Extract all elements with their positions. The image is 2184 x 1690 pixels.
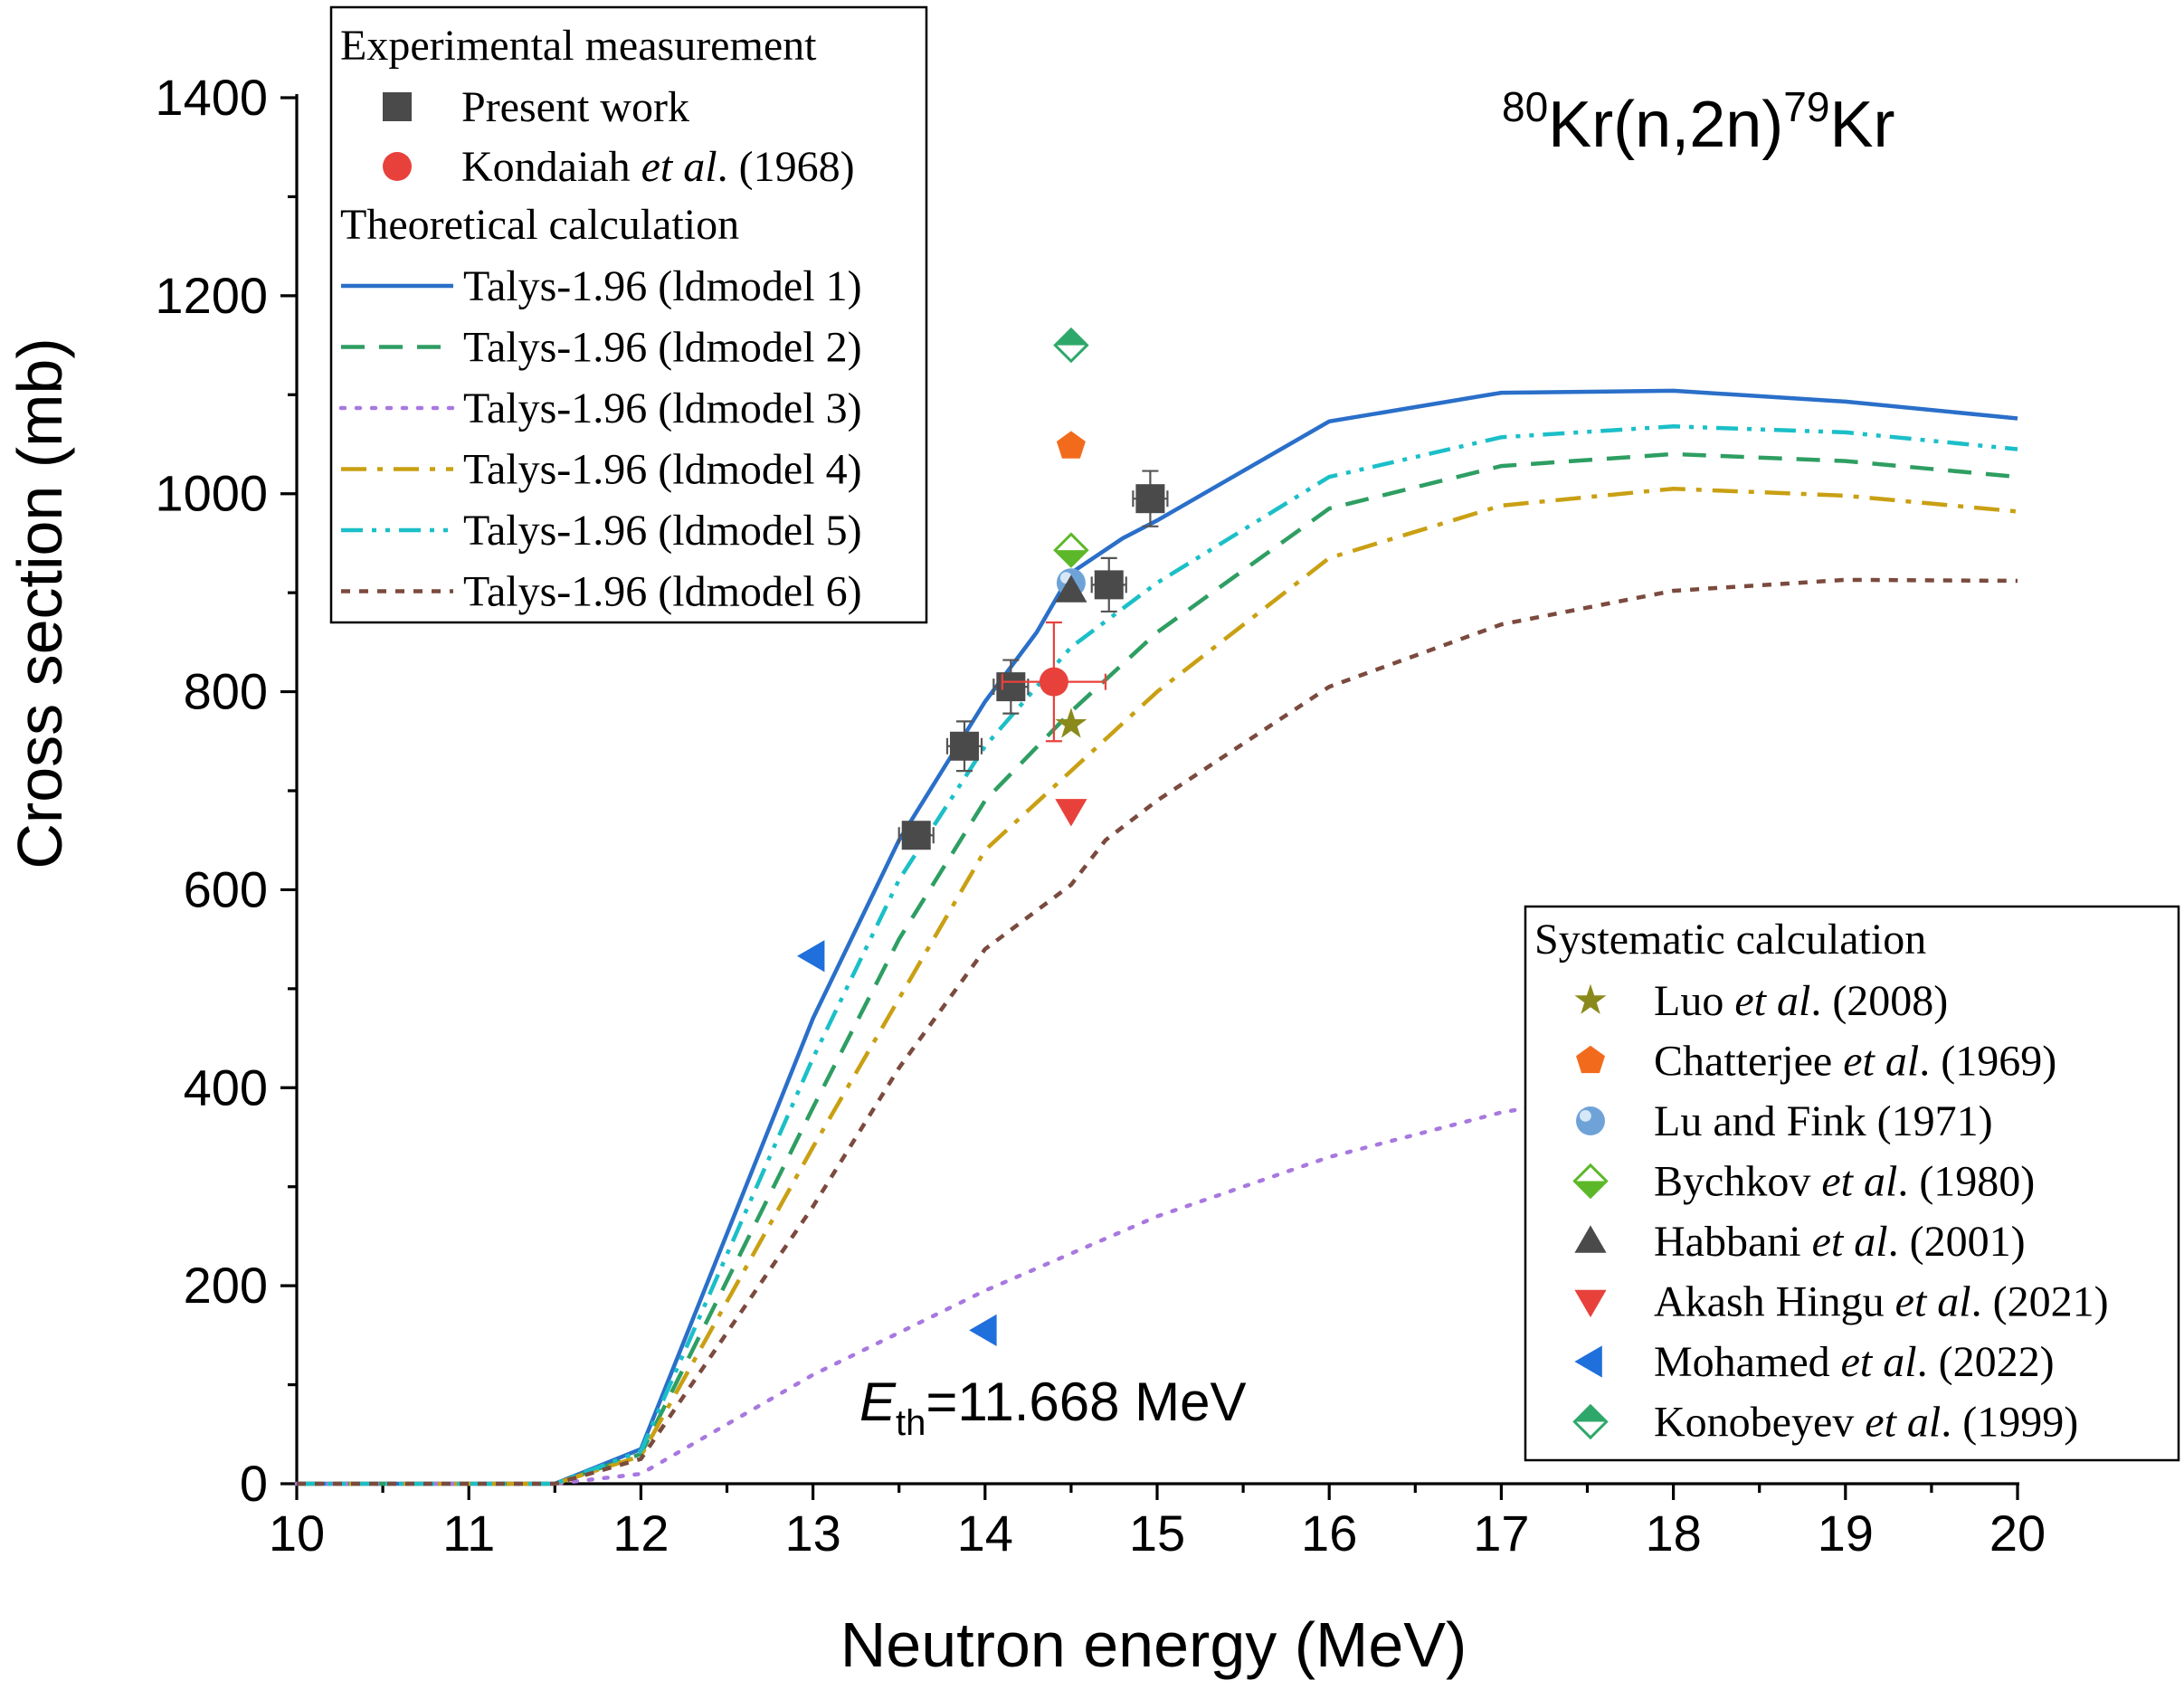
legend-swatch	[1574, 983, 1607, 1014]
axes: 10 11 12 13 14 15 16 17 18 19 20020040060080010001…	[155, 69, 2046, 1562]
x-tick-label: 17	[1473, 1505, 1529, 1562]
point-luo-et-al-2008	[1055, 707, 1087, 738]
legend-swatch	[383, 92, 412, 121]
title-mass-a2: 79	[1783, 83, 1829, 130]
x-tick-label: 18	[1645, 1505, 1701, 1562]
x-tick-label: 16	[1301, 1505, 1357, 1562]
point-present-work	[949, 731, 979, 761]
point-kondaiah-et-al-1968	[1039, 667, 1068, 697]
threshold-value: =11.668 MeV	[926, 1372, 1246, 1432]
legend-swatch	[1572, 1403, 1609, 1440]
series-line-talys-1-96-ldmodel-5	[297, 424, 2018, 1486]
point-present-work	[1094, 570, 1124, 600]
legend-label: Present work	[461, 83, 689, 131]
legend-label: Lu and Fink (1971)	[1654, 1097, 1993, 1145]
legend-label: Chatterjee et al. (1969)	[1654, 1038, 2056, 1086]
x-tick-label: 20	[1989, 1505, 2046, 1562]
y-tick-label: 1200	[155, 267, 268, 324]
point-present-work	[1135, 484, 1165, 514]
series-line-talys-1-96-ldmodel-4	[297, 486, 2018, 1486]
x-tick-label: 10	[269, 1505, 325, 1562]
threshold-symbol: E	[859, 1372, 897, 1432]
legend-label: Luo et al. (2008)	[1654, 977, 1948, 1025]
y-tick-label: 800	[184, 663, 268, 720]
legend-group-title: Theoretical calculation	[340, 201, 739, 249]
threshold-subscript: th	[896, 1403, 926, 1443]
legend-label: Konobeyev et al. (1999)	[1654, 1399, 2078, 1447]
point-habbani-et-al-2001	[1055, 574, 1087, 603]
x-tick-label: 12	[612, 1505, 669, 1562]
y-tick-label: 1000	[155, 465, 268, 522]
data-points	[797, 327, 1169, 1346]
legend-swatch	[1574, 1225, 1607, 1253]
legend-right-box	[1524, 905, 2180, 1462]
legend-label: Akash Hingu et al. (2021)	[1654, 1278, 2109, 1326]
x-axis-title: Neutron energy (MeV)	[840, 1609, 1467, 1680]
y-tick-label: 200	[184, 1257, 268, 1314]
series-line-talys-1-96-ldmodel-2	[297, 451, 2018, 1486]
legend-swatch	[383, 152, 412, 181]
legend-swatch	[1576, 1045, 1605, 1074]
chart-title: 80Kr(n,2n)79Kr	[1502, 83, 1894, 161]
point-konobeyev-et-al-1999	[1053, 327, 1089, 364]
legend-label: Talys-1.96 (ldmodel 1)	[463, 262, 862, 310]
x-tick-label: 15	[1129, 1505, 1185, 1562]
legend-label: Talys-1.96 (ldmodel 6)	[463, 568, 862, 616]
legend-swatch	[1572, 1163, 1609, 1200]
x-tick-label: 11	[442, 1505, 495, 1562]
point-mohamed-et-al-2022	[969, 1314, 997, 1346]
legend-label: Talys-1.96 (ldmodel 5)	[463, 507, 862, 555]
point-present-work	[901, 821, 931, 850]
series-line-talys-1-96-ldmodel-3	[294, 1038, 2020, 1486]
x-tick-label: 19	[1818, 1505, 1874, 1562]
threshold-annotation: Eth=11.668 MeV	[859, 1372, 1247, 1443]
legend-label: Bychkov et al. (1980)	[1654, 1158, 2035, 1206]
y-axis-title: Cross section (mb)	[5, 337, 75, 869]
legend-label: Talys-1.96 (ldmodel 2)	[463, 324, 862, 372]
title-part-b: Kr(n,2n)	[1548, 89, 1783, 161]
legend-group-title: Experimental measurement	[340, 22, 817, 70]
legend-swatch	[1576, 1106, 1605, 1135]
title-mass-a: 80	[1502, 83, 1548, 130]
legend-label: Habbani et al. (2001)	[1654, 1218, 2026, 1266]
point-chatterjee-et-al-1969	[1056, 431, 1086, 459]
y-tick-label: 0	[240, 1455, 268, 1512]
legend-left: Experimental measurement Present work Kond…	[329, 5, 928, 624]
point-bychkov-et-al-1980	[1053, 532, 1089, 568]
y-tick-label: 400	[184, 1059, 268, 1116]
legend-swatch	[1574, 1345, 1602, 1378]
x-tick-label: 13	[784, 1505, 840, 1562]
point-present-work	[996, 672, 1026, 702]
series-line-talys-1-96-ldmodel-6	[297, 577, 2018, 1486]
legend-label: Kondaiah et al. (1968)	[461, 143, 855, 191]
legend-label: Talys-1.96 (ldmodel 3)	[463, 385, 862, 432]
legend-label: Mohamed et al. (2022)	[1654, 1338, 2055, 1386]
point-mohamed-et-al-2022	[797, 940, 825, 973]
y-tick-label: 600	[184, 860, 268, 917]
point-akash-hingu-et-al-2021	[1055, 799, 1087, 827]
legend-group-title: Systematic calculation	[1534, 916, 1926, 964]
x-tick-label: 14	[957, 1505, 1013, 1562]
legend-label: Talys-1.96 (ldmodel 4)	[463, 446, 862, 494]
legend-swatch	[1574, 1289, 1607, 1318]
title-part-b2: Kr	[1829, 89, 1894, 161]
legend-left-box	[329, 5, 928, 624]
y-tick-label: 1400	[155, 69, 268, 126]
